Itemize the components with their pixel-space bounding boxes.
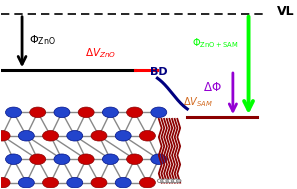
Text: $\Delta V_{\mathregular{SAM}}$: $\Delta V_{\mathregular{SAM}}$: [183, 95, 213, 109]
Circle shape: [30, 154, 46, 164]
Circle shape: [67, 177, 83, 188]
Circle shape: [151, 154, 167, 164]
Circle shape: [168, 179, 174, 183]
Circle shape: [171, 179, 176, 182]
Circle shape: [6, 154, 21, 164]
Circle shape: [0, 131, 10, 141]
Circle shape: [18, 131, 34, 141]
Circle shape: [91, 131, 107, 141]
Circle shape: [30, 107, 46, 118]
Circle shape: [157, 179, 163, 183]
Circle shape: [115, 177, 131, 188]
Circle shape: [102, 154, 119, 164]
Circle shape: [163, 179, 168, 183]
Text: $\Phi_{\mathregular{ZnO+SAM}}$: $\Phi_{\mathregular{ZnO+SAM}}$: [192, 36, 239, 50]
Circle shape: [67, 131, 83, 141]
Circle shape: [151, 107, 167, 118]
Circle shape: [18, 177, 34, 188]
Text: VL: VL: [277, 5, 295, 19]
Text: $\Phi_{\mathregular{ZnO}}$: $\Phi_{\mathregular{ZnO}}$: [29, 33, 56, 47]
Circle shape: [176, 179, 181, 182]
Circle shape: [173, 179, 179, 183]
Circle shape: [42, 131, 59, 141]
Circle shape: [91, 177, 107, 188]
Circle shape: [127, 107, 143, 118]
Circle shape: [115, 131, 131, 141]
Circle shape: [139, 131, 155, 141]
Text: $\Delta V_{\mathregular{ZnO}}$: $\Delta V_{\mathregular{ZnO}}$: [85, 46, 116, 60]
Circle shape: [0, 177, 10, 188]
Circle shape: [127, 154, 143, 164]
Text: BD: BD: [150, 67, 168, 77]
Circle shape: [161, 179, 165, 182]
Circle shape: [42, 177, 59, 188]
Circle shape: [54, 107, 70, 118]
Circle shape: [6, 107, 21, 118]
Circle shape: [54, 154, 70, 164]
Text: $\Delta\Phi$: $\Delta\Phi$: [203, 81, 222, 94]
Circle shape: [102, 107, 119, 118]
Circle shape: [139, 177, 155, 188]
Circle shape: [166, 179, 170, 182]
Circle shape: [78, 154, 94, 164]
Circle shape: [78, 107, 94, 118]
